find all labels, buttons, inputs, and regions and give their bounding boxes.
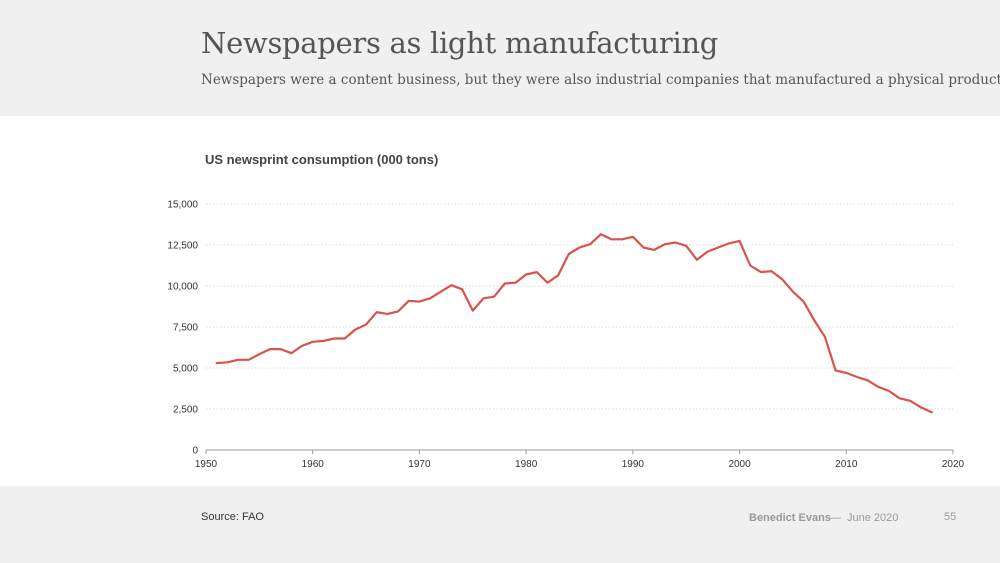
x-tick-label: 2020 <box>942 459 965 470</box>
series-line <box>215 233 933 414</box>
y-tick-label: 10,000 <box>167 282 198 293</box>
footer-separator: — <box>830 512 841 524</box>
x-tick-label: 1980 <box>515 459 538 470</box>
x-tick-label: 1960 <box>302 459 325 470</box>
y-tick-label: 0 <box>192 446 198 457</box>
y-tick-label: 15,000 <box>167 200 198 211</box>
slide-header: Newspapers as light manufacturing Newspa… <box>0 0 1000 116</box>
x-tick-label: 1990 <box>622 459 645 470</box>
x-tick-label: 1970 <box>408 459 431 470</box>
y-tick-label: 12,500 <box>167 241 198 252</box>
source-note: Source: FAO <box>201 511 264 523</box>
x-tick-label: 1950 <box>195 459 218 470</box>
chart-title: US newsprint consumption (000 tons) <box>205 152 439 167</box>
x-tick-label: 2010 <box>835 459 858 470</box>
y-axis-ticks: 0 2,500 5,000 7,500 10,000 12,500 15,000 <box>167 200 198 457</box>
y-tick-label: 5,000 <box>173 364 198 375</box>
slide-footer: Source: FAO Benedict Evans — June 2020 5… <box>0 486 1000 563</box>
page-number: 55 <box>944 511 957 523</box>
author-name: Benedict Evans <box>749 512 831 524</box>
slide-title: Newspapers as light manufacturing <box>201 26 719 60</box>
y-tick-label: 7,500 <box>173 323 198 334</box>
x-tick-label: 2000 <box>728 459 751 470</box>
x-axis-ticks: 1950 1960 1970 1980 1990 2000 2010 2020 <box>195 450 965 470</box>
chart-gridlines <box>206 203 953 451</box>
y-tick-label: 2,500 <box>173 405 198 416</box>
slide-subtitle: Newspapers were a content business, but … <box>201 72 1000 88</box>
footer-date: June 2020 <box>847 512 899 524</box>
